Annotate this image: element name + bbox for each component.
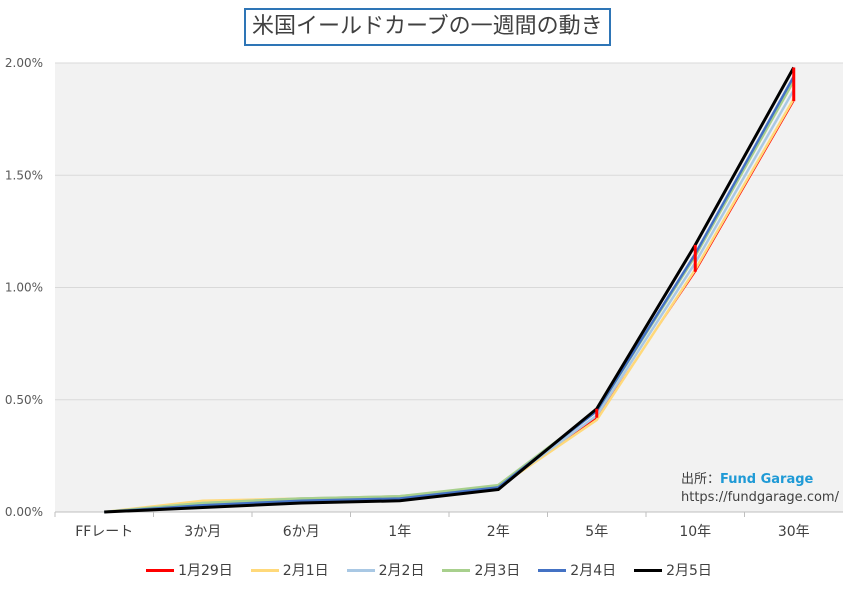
legend-label: 2月4日 (570, 563, 617, 579)
legend-item: 2月2日 (346, 560, 425, 580)
legend-item: 2月3日 (442, 560, 520, 580)
series-line-2月4日 (104, 75, 795, 514)
legend-item: 1月29日 (146, 560, 233, 580)
x-tick-label: 2年 (487, 524, 510, 540)
source-name: Fund Garage (720, 472, 814, 487)
x-tick-label: 6か月 (283, 524, 320, 540)
legend-item: 2月5日 (634, 560, 712, 580)
legend-swatch (250, 568, 279, 572)
legend-swatch (442, 568, 471, 572)
x-tick-label: 30年 (778, 524, 810, 540)
source-line: 出所：Fund Garage (681, 468, 813, 487)
x-tick-label: 5年 (585, 524, 608, 540)
series-line-2月5日 (104, 66, 796, 514)
legend-swatch (146, 568, 175, 572)
x-tick-label: 1年 (388, 524, 411, 540)
y-tick-label: 1.50% (5, 168, 43, 182)
y-tick-label: 2.00% (5, 56, 43, 70)
y-tick-label: 0.50% (5, 393, 43, 407)
legend-label: 2月2日 (378, 563, 425, 579)
chart-title: 米国イールドカーブの一週間の動き (244, 8, 611, 46)
source-url[interactable]: https://fundgarage.com/ (681, 490, 839, 505)
x-tick-label: 10年 (679, 524, 711, 540)
x-tick-label: FFレート (75, 524, 133, 540)
y-tick-label: 0.00% (5, 505, 43, 519)
legend-swatch (634, 568, 663, 572)
legend-label: 2月1日 (282, 563, 329, 579)
y-tick-label: 1.00% (5, 281, 43, 295)
legend: 1月29日 2月1日 2月2日 2月3日 2月4日 2月5日 (0, 560, 858, 580)
legend-item: 2月4日 (538, 560, 616, 580)
legend-label: 2月3日 (474, 563, 521, 579)
legend-label: 2月5日 (666, 563, 712, 579)
legend-swatch (538, 568, 567, 572)
x-tick-label: 3か月 (184, 524, 221, 540)
source-label: 出所： (681, 472, 721, 487)
legend-label: 1月29日 (178, 563, 233, 579)
legend-swatch (346, 568, 375, 572)
legend-item: 2月1日 (250, 560, 329, 580)
